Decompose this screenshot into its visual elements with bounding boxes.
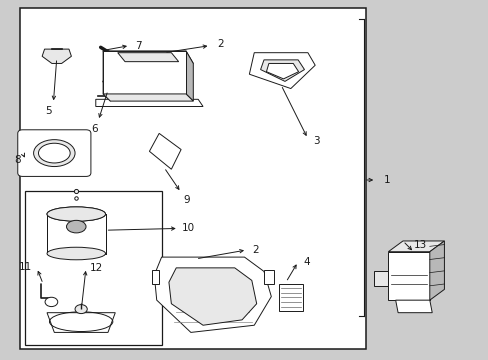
Polygon shape	[103, 51, 110, 101]
Polygon shape	[149, 134, 181, 169]
Polygon shape	[103, 51, 193, 63]
FancyBboxPatch shape	[18, 130, 91, 176]
Polygon shape	[429, 241, 444, 300]
Bar	[47, 214, 105, 253]
Text: 7: 7	[135, 41, 141, 50]
Polygon shape	[118, 53, 178, 62]
Text: 9: 9	[183, 195, 190, 205]
Polygon shape	[96, 99, 203, 107]
Text: 5: 5	[45, 107, 52, 117]
Polygon shape	[387, 241, 444, 252]
Ellipse shape	[47, 207, 105, 221]
Polygon shape	[373, 271, 387, 286]
Text: 4: 4	[303, 257, 309, 267]
Text: 8: 8	[15, 155, 21, 165]
Text: 2: 2	[251, 245, 258, 255]
Ellipse shape	[66, 220, 86, 233]
Polygon shape	[154, 257, 271, 332]
Ellipse shape	[47, 207, 105, 221]
Text: 3: 3	[312, 136, 319, 145]
Polygon shape	[260, 60, 304, 81]
Ellipse shape	[34, 140, 75, 167]
Text: 10: 10	[182, 224, 195, 233]
Text: 6: 6	[91, 125, 98, 134]
Polygon shape	[103, 51, 185, 94]
Polygon shape	[266, 63, 298, 79]
Bar	[47, 214, 105, 253]
Bar	[25, 191, 161, 345]
Text: 11: 11	[19, 262, 32, 272]
Bar	[278, 284, 303, 311]
Bar	[20, 8, 366, 348]
Text: 13: 13	[413, 240, 427, 250]
Text: 12: 12	[90, 263, 103, 273]
Text: 1: 1	[383, 175, 389, 185]
Ellipse shape	[39, 143, 70, 163]
Ellipse shape	[47, 247, 105, 260]
Polygon shape	[264, 270, 273, 284]
Circle shape	[45, 297, 58, 307]
Polygon shape	[42, 49, 71, 63]
Polygon shape	[249, 53, 315, 89]
Polygon shape	[185, 51, 193, 101]
Polygon shape	[395, 300, 431, 313]
Polygon shape	[387, 252, 429, 300]
Ellipse shape	[75, 305, 87, 314]
Polygon shape	[103, 94, 193, 101]
Text: 2: 2	[217, 39, 224, 49]
Polygon shape	[47, 313, 115, 332]
Polygon shape	[168, 268, 256, 325]
Polygon shape	[152, 270, 159, 284]
